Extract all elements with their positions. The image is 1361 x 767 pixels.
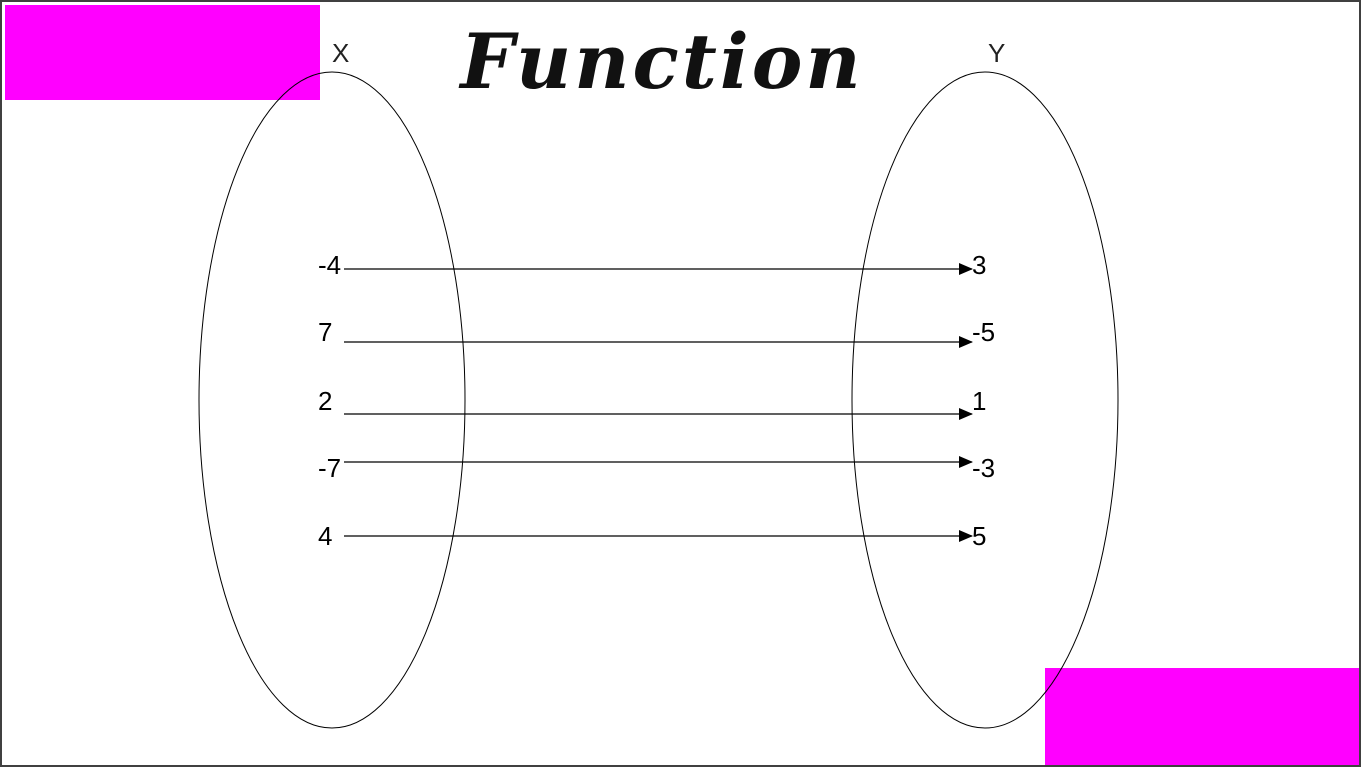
range-value: 3 bbox=[972, 250, 987, 280]
accent-block-top-left bbox=[5, 5, 320, 100]
range-value: 1 bbox=[972, 386, 987, 416]
domain-label: X bbox=[332, 38, 350, 68]
page-title: Function bbox=[460, 17, 864, 106]
range-value: -5 bbox=[972, 317, 996, 347]
accent-block-bottom-right bbox=[1045, 668, 1359, 765]
mapping-arrows bbox=[344, 263, 973, 542]
domain-value: -7 bbox=[318, 453, 342, 483]
domain-value: 4 bbox=[318, 521, 333, 551]
range-label: Y bbox=[988, 38, 1006, 68]
domain-value: 7 bbox=[318, 317, 333, 347]
domain-value: -4 bbox=[318, 250, 342, 280]
range-value: 5 bbox=[972, 521, 987, 551]
domain-value: 2 bbox=[318, 386, 333, 416]
range-set-ellipse bbox=[851, 71, 1119, 729]
range-value: -3 bbox=[972, 453, 996, 483]
domain-set-ellipse bbox=[198, 71, 466, 729]
